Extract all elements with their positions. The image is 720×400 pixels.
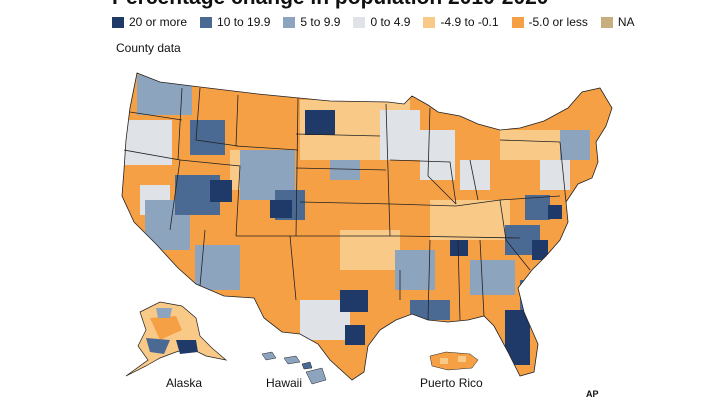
legend-item-na: NA [600, 15, 635, 29]
ap-credit: AP [586, 389, 599, 399]
label-puerto-rico: Puerto Rico [420, 376, 483, 390]
legend-item-minus-4-9-to-minus-0-1: -4.9 to -0.1 [423, 15, 499, 29]
region-patch [137, 75, 192, 115]
legend-label: 5 to 9.9 [300, 15, 341, 29]
legend-item-minus-5-or-less: -5.0 or less [511, 15, 588, 29]
conus-shape [122, 73, 612, 380]
region-patch [500, 130, 560, 160]
legend-label: NA [617, 15, 635, 29]
legend-swatch [353, 16, 366, 28]
legend-swatch [283, 16, 296, 28]
label-alaska: Alaska [166, 376, 203, 390]
legend-swatch [511, 16, 524, 28]
region-patch [410, 300, 450, 320]
label-hawaii: Hawaii [266, 376, 303, 390]
region-patch [395, 250, 435, 290]
region-patch [380, 110, 420, 160]
region-patch [430, 200, 510, 240]
region-patch [270, 200, 292, 218]
hawaii-inset [261, 351, 327, 385]
region-patch [345, 325, 365, 345]
region-patch [450, 240, 468, 256]
region-patch [122, 120, 172, 165]
region-patch [532, 240, 548, 260]
region-patch [330, 160, 360, 180]
legend-swatch [112, 16, 124, 28]
legend-swatch [423, 16, 436, 28]
legend-item-10-to-19-9: 10 to 19.9 [200, 15, 270, 29]
legend-swatch [600, 16, 613, 28]
region-patch [210, 180, 232, 202]
legend: 20 or more 10 to 19.9 5 to 9.9 0 to 4.9 … [112, 14, 648, 30]
legend-label: -5.0 or less [528, 15, 588, 29]
region-patch [305, 110, 335, 135]
legend-label: 10 to 19.9 [217, 15, 271, 29]
region-patch [470, 260, 515, 295]
region-patch [340, 230, 400, 270]
map-title: Percentage change in population 2010-202… [112, 0, 548, 10]
legend-label: -4.9 to -0.1 [440, 15, 499, 29]
map-subtitle: County data [116, 41, 181, 55]
legend-item-5-to-9-9: 5 to 9.9 [283, 15, 340, 29]
region-patch [505, 310, 530, 365]
legend-item-0-to-4-9: 0 to 4.9 [353, 15, 410, 29]
region-patch [525, 195, 550, 220]
county-patches [122, 75, 590, 365]
legend-label: 20 or more [129, 15, 188, 29]
region-patch [540, 160, 570, 190]
region-patch [190, 120, 225, 155]
legend-label: 0 to 4.9 [370, 15, 411, 29]
region-patch [340, 290, 368, 312]
region-patch [420, 130, 455, 180]
state-borders [121, 72, 613, 381]
legend-swatch [200, 16, 213, 28]
region-patch [548, 205, 562, 219]
region-patch [195, 245, 240, 290]
puerto-rico-inset [429, 351, 479, 371]
region-patch [560, 130, 590, 160]
legend-item-20-or-more: 20 or more [112, 15, 187, 29]
alaska-inset [125, 301, 228, 377]
